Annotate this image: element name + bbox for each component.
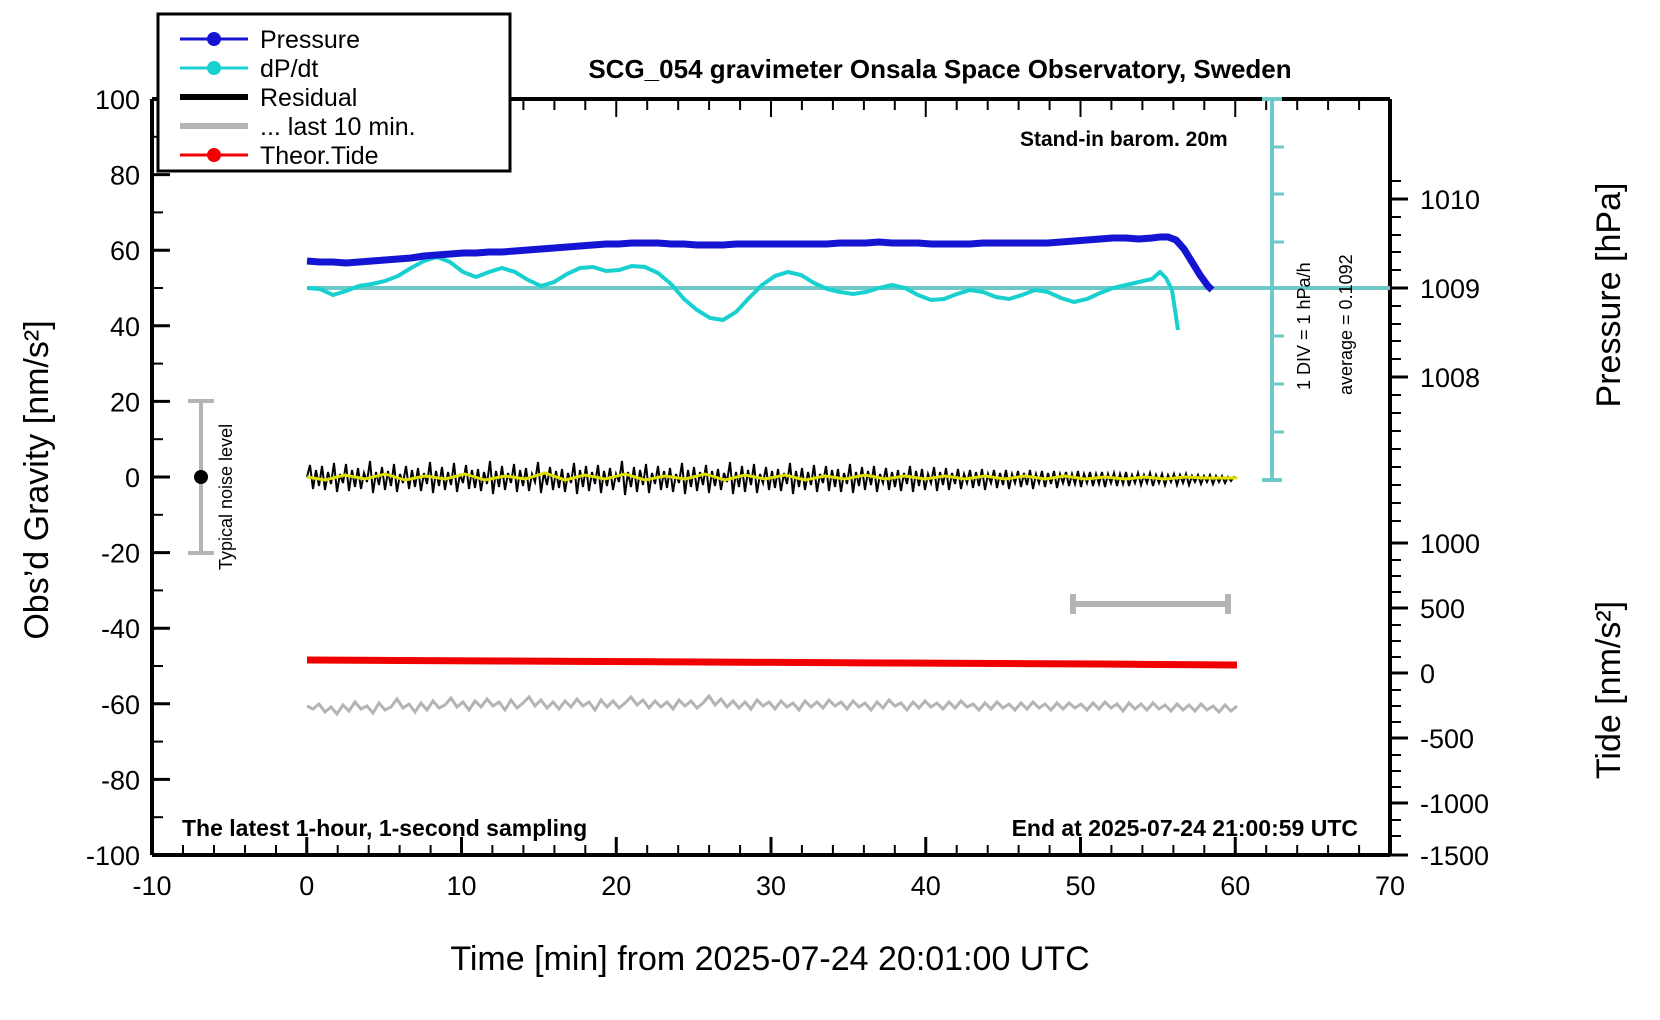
series-dpdt-line bbox=[306, 254, 1180, 331]
series-residual-smooth-line bbox=[306, 471, 1237, 482]
left-axis-minor-ticks bbox=[152, 135, 163, 819]
y-axis-label-right-pressure: Pressure [hPa] bbox=[1590, 183, 1628, 408]
left-tick-label: 100 bbox=[95, 85, 140, 115]
right-tide-tick-label: 1000 bbox=[1420, 529, 1480, 559]
cyan-scale-bar bbox=[1262, 97, 1284, 482]
right-tide-tick-label: -1000 bbox=[1420, 789, 1489, 819]
left-tick-label: -60 bbox=[101, 690, 140, 720]
typical-noise-level-marker bbox=[188, 399, 214, 555]
x-tick-label: 50 bbox=[1065, 871, 1095, 901]
series-theor-tide-line bbox=[306, 656, 1238, 669]
x-tick-label: 10 bbox=[446, 871, 476, 901]
right-tide-tick-label: -500 bbox=[1420, 724, 1474, 754]
left-tick-label: -20 bbox=[101, 539, 140, 569]
legend-label: ... last 10 min. bbox=[260, 113, 416, 141]
standin-barom-annotation: Stand-in barom. 20m bbox=[1020, 128, 1228, 151]
x-tick-label: 0 bbox=[299, 871, 314, 901]
bottom-axis-ticks bbox=[150, 837, 1392, 855]
legend-marker-pressure bbox=[207, 32, 221, 46]
right-pressure-tick-label: 1010 bbox=[1420, 185, 1480, 215]
y-axis-label-right-tide: Tide [nm/s²] bbox=[1590, 601, 1628, 779]
legend-marker-dpdt bbox=[207, 61, 221, 75]
x-tick-label: 70 bbox=[1375, 871, 1405, 901]
legend-item-pressure[interactable]: Pressure bbox=[180, 26, 360, 54]
legend[interactable]: Pressure dP/dt Residual ... last 10 min.… bbox=[156, 12, 512, 173]
right-pressure-tick-labels: 1010 1009 1008 bbox=[1420, 185, 1480, 393]
right-tide-tick-label: 500 bbox=[1420, 594, 1465, 624]
legend-item-residual[interactable]: Residual bbox=[180, 84, 357, 112]
series-residual-line bbox=[306, 460, 1238, 496]
x-tick-label: 60 bbox=[1220, 871, 1250, 901]
x-tick-label: 20 bbox=[601, 871, 631, 901]
left-tick-labels: 100 80 60 40 20 0 -20 -40 -60 -80 -100 bbox=[86, 85, 140, 871]
right-tide-tick-labels: 1000 500 0 -500 -1000 -1500 bbox=[1420, 529, 1489, 871]
right-pressure-tick-label: 1009 bbox=[1420, 274, 1480, 304]
left-tick-label: 20 bbox=[110, 387, 140, 417]
div-scale-annotation: 1 DIV = 1 hPa/h bbox=[1294, 262, 1314, 390]
noise-level-annotation: Typical noise level bbox=[216, 424, 236, 570]
x-axis-label: Time [min] from 2025-07-24 20:01:00 UTC bbox=[450, 940, 1089, 978]
legend-label: Pressure bbox=[260, 26, 360, 54]
x-tick-label: 40 bbox=[911, 871, 941, 901]
bottom-right-annotation: End at 2025-07-24 21:00:59 UTC bbox=[1012, 815, 1358, 841]
left-tick-label: -40 bbox=[101, 614, 140, 644]
series-pressure-line bbox=[306, 233, 1215, 293]
data-curves bbox=[306, 233, 1390, 717]
legend-label: dP/dt bbox=[260, 55, 318, 83]
legend-item-last10[interactable]: ... last 10 min. bbox=[180, 113, 416, 141]
left-axis-ticks bbox=[152, 97, 170, 857]
x-tick-label: -10 bbox=[132, 871, 171, 901]
bottom-left-annotation: The latest 1-hour, 1-second sampling bbox=[182, 815, 587, 841]
right-axis-ticks bbox=[1390, 197, 1408, 857]
left-tick-label: 80 bbox=[110, 161, 140, 191]
right-pressure-tick-label: 1008 bbox=[1420, 363, 1480, 393]
average-annotation: average = 0.1092 bbox=[1336, 254, 1356, 395]
right-tide-tick-label: 0 bbox=[1420, 659, 1435, 689]
series-last10-line bbox=[306, 693, 1238, 717]
left-tick-label: 60 bbox=[110, 236, 140, 266]
left-tick-label: -80 bbox=[101, 765, 140, 795]
right-axis-minor-ticks bbox=[1390, 180, 1401, 837]
legend-label: Residual bbox=[260, 84, 357, 112]
x-tick-label: 30 bbox=[756, 871, 786, 901]
bottom-axis-minor-ticks bbox=[182, 845, 1361, 855]
legend-label: Theor.Tide bbox=[260, 142, 379, 170]
left-tick-label: 40 bbox=[110, 312, 140, 342]
bottom-tick-labels: -10 0 10 20 30 40 50 60 70 bbox=[132, 871, 1405, 901]
page-title: SCG_054 gravimeter Onsala Space Observat… bbox=[588, 54, 1291, 84]
last-10-min-range-bar bbox=[1070, 594, 1231, 614]
right-tide-tick-label: -1500 bbox=[1420, 841, 1489, 871]
legend-item-theor-tide[interactable]: Theor.Tide bbox=[180, 142, 379, 170]
left-tick-label: 0 bbox=[125, 463, 140, 493]
legend-item-dpdt[interactable]: dP/dt bbox=[180, 55, 318, 83]
legend-marker-theor-tide bbox=[207, 148, 221, 162]
y-axis-label-left: Obs’d Gravity [nm/s²] bbox=[18, 320, 56, 639]
left-tick-label: -100 bbox=[86, 841, 140, 871]
